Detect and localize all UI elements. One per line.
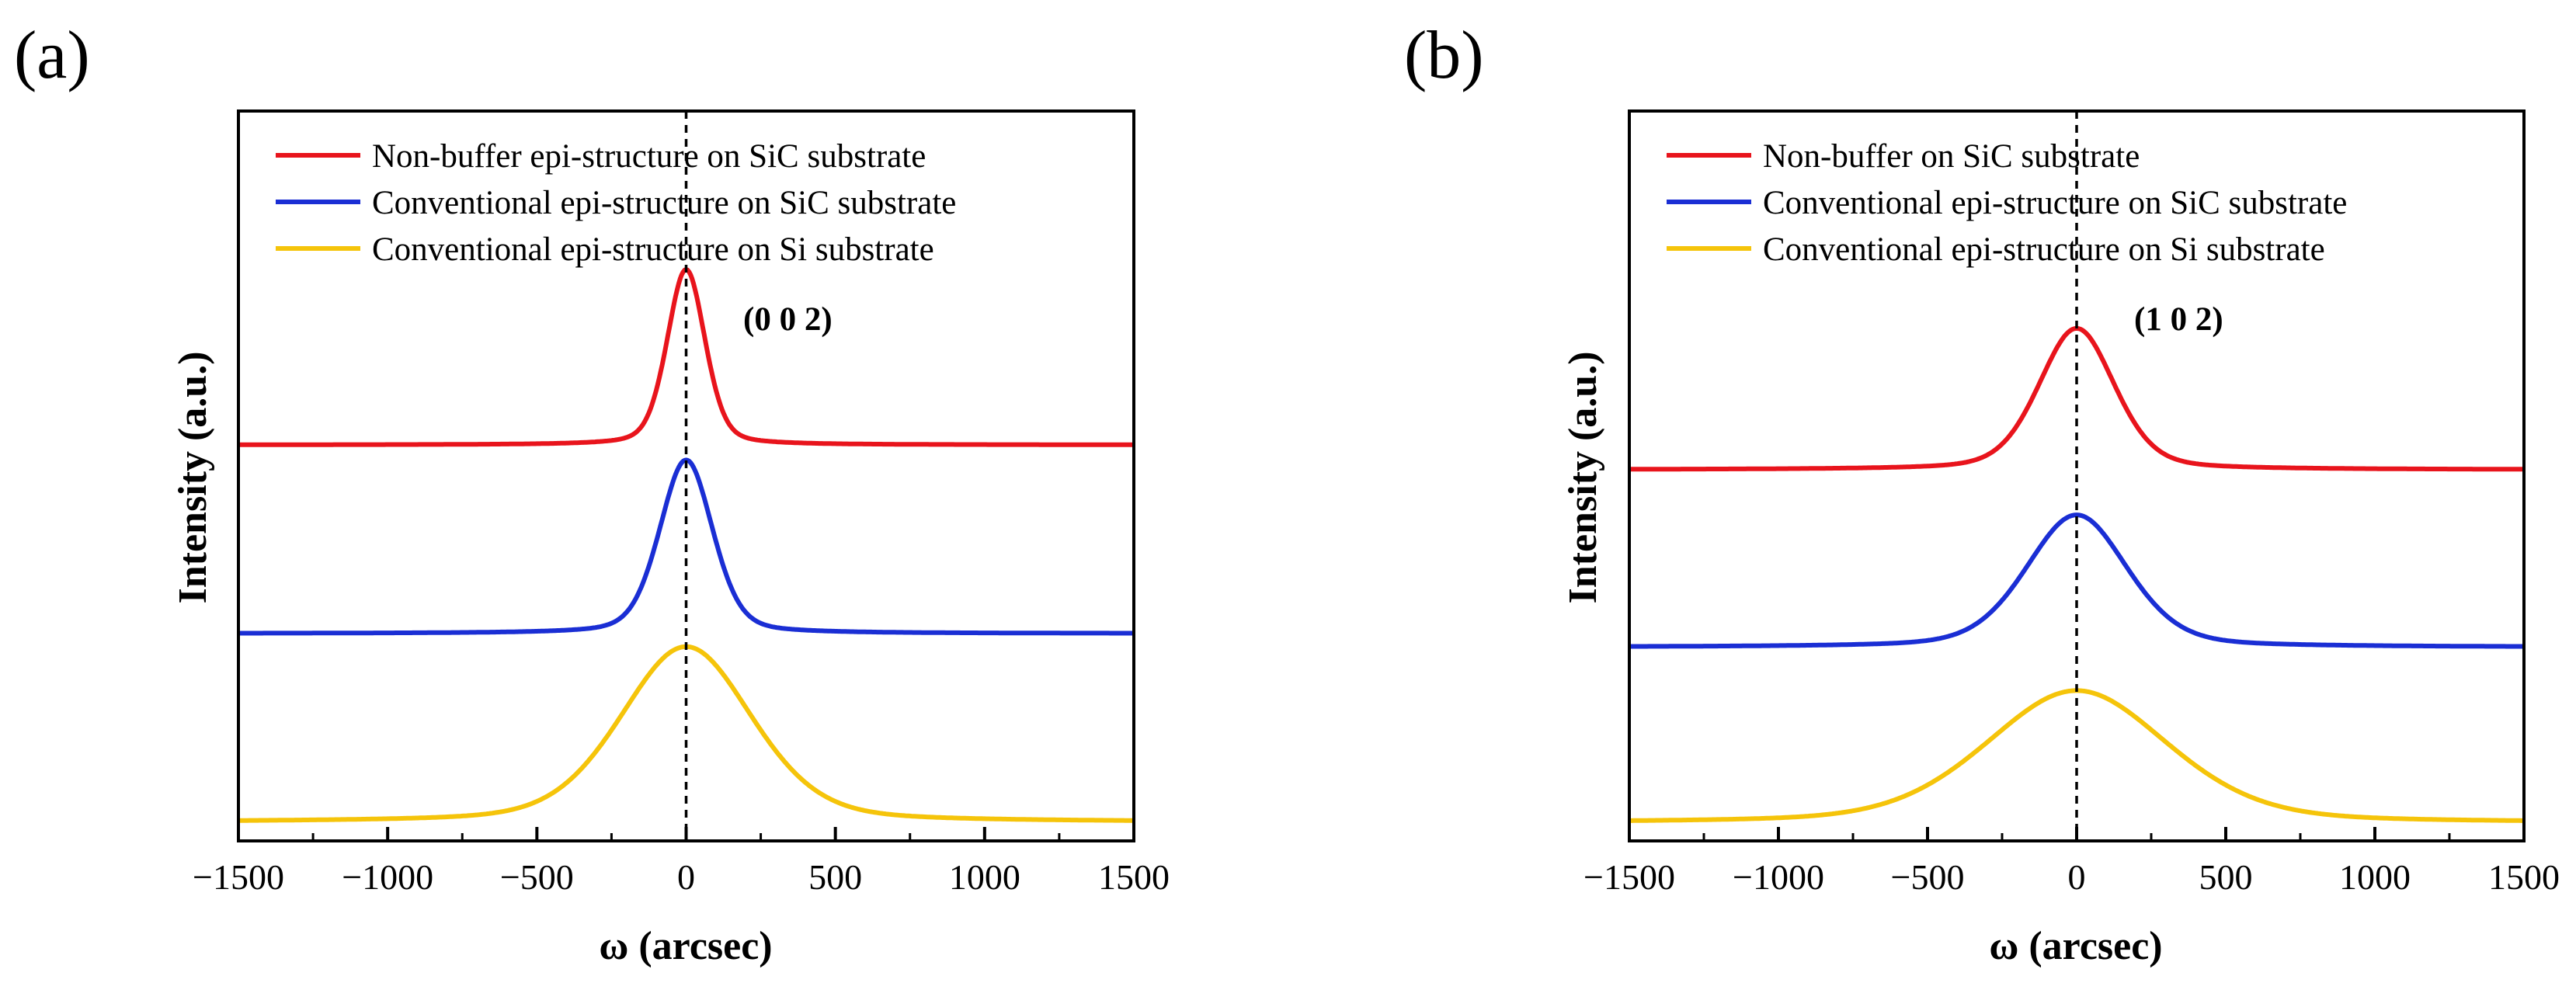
series-line-1 (1628, 512, 2526, 649)
x-axis-title: ω (arcsec) (1989, 924, 2162, 968)
x-axis-title: ω (arcsec) (599, 924, 772, 968)
y-axis-title: Intensity (a.u.) (171, 351, 215, 603)
legend: Non-buffer on SiC substrate Conventional … (1667, 138, 2347, 268)
legend-label: Non-buffer epi-structure on SiC substrat… (372, 138, 926, 175)
x-tick-label: −500 (500, 857, 574, 897)
x-tick-label: 0 (677, 857, 695, 897)
x-tick-label: −500 (1891, 857, 1965, 897)
x-tick-label: −1500 (1583, 857, 1675, 897)
x-tick-label: −1000 (1733, 857, 1824, 897)
x-tick-label: 1000 (2339, 857, 2411, 897)
legend-label: Conventional epi-structure on Si substra… (372, 231, 934, 268)
legend-label: Conventional epi-structure on Si substra… (1763, 231, 2325, 268)
reflection-annotation: (0 0 2) (743, 301, 833, 338)
legend: Non-buffer epi-structure on SiC substrat… (276, 138, 956, 268)
series-line-1 (237, 457, 1135, 636)
panel-label: (a) (14, 18, 90, 93)
legend-label: Non-buffer on SiC substrate (1763, 138, 2140, 175)
reflection-annotation: (1 0 2) (2134, 301, 2223, 338)
legend-label: Conventional epi-structure on SiC substr… (1763, 185, 2347, 221)
x-tick-label: 1500 (2488, 857, 2560, 897)
y-axis-title: Intensity (a.u.) (1561, 351, 1605, 603)
panel-a: (a) −1500 −1000 −500 0 500 1000 1500 Non-buffer… (14, 18, 1170, 968)
x-tick-label: −1000 (342, 857, 433, 897)
plot-area: −1500 −1000 −500 0 500 1000 1500 Non-buffer on … (1583, 109, 2560, 897)
x-tick-label: −1500 (193, 857, 284, 897)
plot-area: −1500 −1000 −500 0 500 1000 1500 Non-buffer epi… (193, 109, 1170, 897)
x-tick-label: 500 (808, 857, 862, 897)
legend-label: Conventional epi-structure on SiC substr… (372, 185, 956, 221)
x-tick-label: 0 (2068, 857, 2086, 897)
panel-b: (b) −1500 −1000 −500 0 500 1000 1500 Non-buffer… (1404, 18, 2560, 968)
x-tick-label: 1500 (1098, 857, 1170, 897)
x-tick-label: 500 (2199, 857, 2253, 897)
panel-label: (b) (1404, 18, 1484, 93)
x-tick-label: 1000 (949, 857, 1020, 897)
